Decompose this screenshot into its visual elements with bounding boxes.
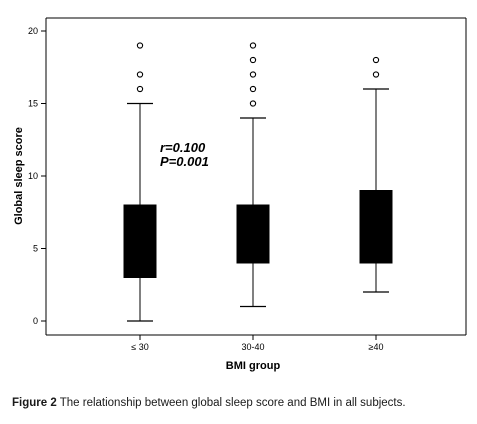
annotation-p: P=0.001: [160, 154, 209, 169]
y-tick-label: 5: [33, 244, 38, 254]
x-tick-label: ≥40: [369, 342, 384, 352]
caption-label: Figure 2: [12, 397, 57, 409]
outlier-point: [249, 56, 257, 64]
y-tick-label: 10: [28, 171, 38, 181]
annotation-r: r=0.100: [160, 140, 206, 155]
outlier-point: [249, 71, 257, 78]
y-axis-title: Global sleep score: [13, 127, 25, 225]
plot-frame: [1, 1, 477, 380]
x-tick-label: 30-40: [241, 342, 264, 352]
outlier-point: [372, 56, 380, 64]
outlier-point: [249, 85, 257, 93]
box-group: [236, 42, 270, 308]
y-tick-label: 15: [28, 99, 38, 109]
y-tick-label: 20: [28, 26, 38, 36]
box-group: [359, 56, 393, 293]
outlier-point: [136, 42, 144, 49]
outlier-point: [249, 100, 257, 107]
outlier-point: [249, 42, 257, 49]
x-axis-title: BMI group: [226, 360, 281, 372]
caption-text: The relationship between global sleep sc…: [56, 397, 406, 409]
box-plot: 0 5 10 15 20 ≤ 30 30-40 ≥40 Global sleep score…: [1, 1, 477, 380]
figure-caption: Figure 2 The relationship between global…: [12, 397, 472, 409]
box-group: [123, 42, 157, 322]
outlier-point: [372, 71, 380, 78]
x-tick-label: ≤ 30: [131, 342, 148, 352]
y-tick-label: 0: [33, 316, 38, 326]
outlier-point: [136, 71, 144, 78]
outlier-point: [136, 85, 144, 93]
